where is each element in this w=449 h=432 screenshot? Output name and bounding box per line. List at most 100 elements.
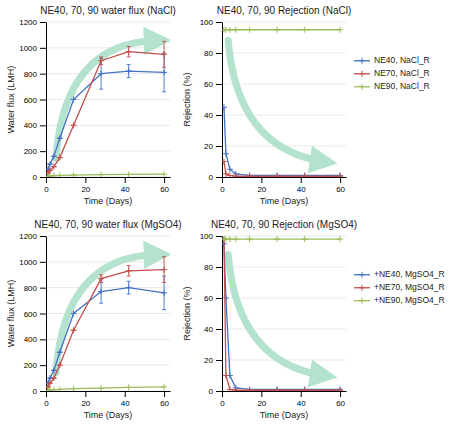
tick-mark xyxy=(216,53,222,54)
tick: 0 xyxy=(33,173,46,182)
tick: 200 xyxy=(24,361,46,370)
tick-mark xyxy=(216,391,222,392)
y-axis-title: Water flux (LMH) xyxy=(6,280,16,348)
tick-mark xyxy=(216,115,222,116)
tick-label: 0 xyxy=(209,387,214,396)
series-line xyxy=(224,29,340,30)
tick: 0 xyxy=(220,391,225,408)
series-line xyxy=(48,270,164,388)
axis-line xyxy=(222,23,223,178)
point xyxy=(161,384,167,390)
legend-entry: NE40, NaCl_R xyxy=(354,55,430,65)
grid-line xyxy=(46,287,170,288)
point xyxy=(161,171,167,177)
tick-label: 0 xyxy=(220,399,225,408)
tick: 60 xyxy=(336,391,345,408)
legend-entry: +NE40, MgSO4_R xyxy=(354,269,445,279)
x-axis: 0204060 xyxy=(44,391,170,408)
point xyxy=(302,173,308,177)
tick: 60 xyxy=(160,177,169,194)
tick-label: 80 xyxy=(204,49,213,58)
tick: 100 xyxy=(200,18,222,27)
grid xyxy=(46,236,170,391)
tick: 200 xyxy=(24,147,46,156)
axis-line xyxy=(47,177,171,178)
x-axis: 0204060 xyxy=(44,177,170,194)
point xyxy=(126,68,132,74)
grid-line xyxy=(222,22,346,23)
tick: 40 xyxy=(297,391,306,408)
panel: 0204060020406080100NE40, 70, 90 Rejectio… xyxy=(182,5,430,206)
legend-label: +NE70, MgSO4_R xyxy=(374,282,445,292)
series xyxy=(46,257,167,390)
point xyxy=(98,58,104,64)
tick-mark xyxy=(216,22,222,23)
point xyxy=(222,159,227,165)
y-axis-title: Rejection (%) xyxy=(182,72,192,126)
tick-mark xyxy=(216,146,222,147)
point xyxy=(126,49,132,55)
point xyxy=(227,172,233,177)
legend-marker xyxy=(359,285,365,291)
grid-line xyxy=(46,177,170,178)
legend-label: NE70, NaCl_R xyxy=(374,68,430,78)
point xyxy=(51,173,57,177)
series xyxy=(222,236,343,391)
chart-title: NE40, 70, 90 water flux (MgSO4) xyxy=(34,219,181,230)
legend-marker xyxy=(359,71,365,77)
tick: 40 xyxy=(204,325,222,334)
plot-area xyxy=(222,27,343,177)
series xyxy=(222,236,343,242)
point xyxy=(337,173,343,177)
tick-mark xyxy=(40,314,46,315)
tick-label: 100 xyxy=(200,18,214,27)
point xyxy=(222,104,227,110)
tick-label: 20 xyxy=(81,399,90,408)
grid-line xyxy=(222,53,346,54)
point xyxy=(47,380,53,386)
tick-label: 0 xyxy=(209,173,214,182)
tick-label: 20 xyxy=(81,185,90,194)
tick-mark xyxy=(125,177,126,183)
tick-label: 20 xyxy=(204,142,213,151)
point xyxy=(233,236,239,242)
point xyxy=(302,386,308,391)
point xyxy=(223,171,229,177)
point xyxy=(247,173,253,177)
legend: +NE40, MgSO4_R+NE70, MgSO4_R+NE90, MgSO4… xyxy=(354,269,445,305)
point xyxy=(51,387,57,391)
tick-mark xyxy=(164,177,165,183)
point xyxy=(126,285,132,291)
point xyxy=(161,290,167,296)
grid-line xyxy=(46,261,170,262)
tick-mark xyxy=(216,329,222,330)
x-axis: 0 20 40 60 xyxy=(220,391,346,408)
grid-line xyxy=(46,236,170,237)
legend-marker xyxy=(359,58,365,64)
tick-label: 40 xyxy=(297,399,306,408)
legend-entry: +NE70, MgSO4_R xyxy=(354,282,445,292)
point xyxy=(126,384,132,390)
y-axis: 020040060080010001200 xyxy=(19,232,46,396)
point xyxy=(57,172,63,177)
tick-label: 60 xyxy=(336,185,345,194)
grid xyxy=(222,22,346,177)
point xyxy=(337,387,343,391)
point xyxy=(337,236,343,242)
point xyxy=(302,172,308,177)
point xyxy=(98,289,104,295)
tick-mark xyxy=(340,391,341,397)
point xyxy=(274,27,280,33)
series-line xyxy=(224,239,340,390)
tick-label: 800 xyxy=(24,284,38,293)
point xyxy=(57,349,63,355)
tick-label: 1200 xyxy=(19,18,37,27)
tick-mark xyxy=(40,177,46,178)
grid-line xyxy=(222,236,346,237)
series-line xyxy=(224,238,340,239)
grid-line xyxy=(46,365,170,366)
x-axis: 0204060 xyxy=(220,177,346,194)
tick: 20 xyxy=(257,391,266,408)
series-line xyxy=(224,244,340,390)
tick-label: 0 xyxy=(220,185,225,194)
